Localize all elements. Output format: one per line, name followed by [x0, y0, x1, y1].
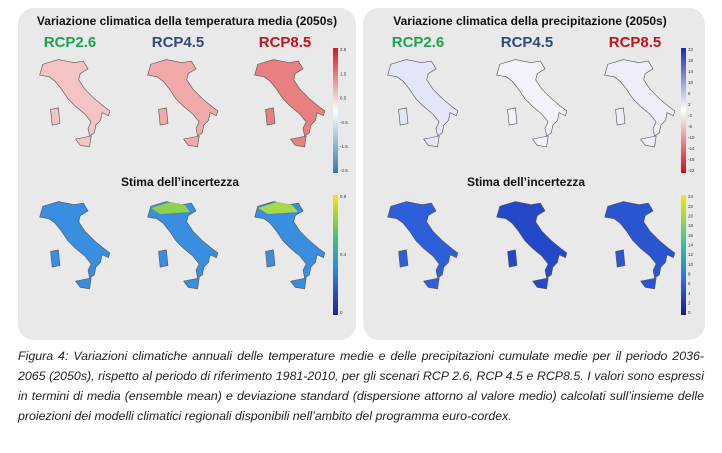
scenario: RCP2.6 [392, 34, 445, 51]
colorbar-tick-label: 2.5 [340, 47, 347, 52]
panel-title: Variazione climatica della precipitazion… [393, 14, 666, 28]
colorbar-tick-label: -18 [688, 157, 695, 162]
colorbar-tick-label: 6 [688, 91, 691, 96]
colorbar-tick-label: 8 [688, 272, 691, 277]
colorbar-tick-label: -10 [688, 135, 695, 140]
colorbar [681, 195, 686, 315]
colorbar-tick-label: 10 [688, 262, 694, 267]
colorbar-tick-label: 0.5 [340, 96, 347, 101]
scenario: RCP8.5 [259, 34, 312, 51]
colorbar-tick-label: 22 [688, 47, 694, 52]
colorbar [333, 48, 338, 173]
subtitle: Stima dell’incertezza [467, 175, 585, 189]
colorbar-tick-label: -0.5 [340, 120, 348, 125]
colorbar-tick-label: 2 [688, 102, 691, 107]
colorbar-tick-label: 20 [688, 214, 694, 219]
colorbar-tick-label: -2.5 [340, 168, 348, 173]
colorbar-tick-label: 1.5 [340, 71, 347, 76]
colorbar-tick-label: -2 [688, 113, 692, 118]
colorbar-tick-label: 0 [688, 310, 691, 315]
colorbar-tick-label: -22 [688, 168, 695, 173]
panel [18, 8, 356, 340]
panel [363, 8, 705, 340]
panel-title: Variazione climatica della temperatura m… [37, 14, 337, 28]
colorbar-tick-label: -1.5 [340, 144, 348, 149]
scenario: RCP8.5 [609, 34, 662, 51]
colorbar-tick-label: 0.4 [340, 252, 347, 257]
colorbar-tick-label: 18 [688, 58, 694, 63]
colorbar [333, 195, 338, 315]
colorbar-tick-label: 22 [688, 204, 694, 209]
colorbar-tick-label: 6 [688, 281, 691, 286]
scenario: RCP2.6 [44, 34, 97, 51]
colorbar-tick-label: 0 [340, 310, 343, 315]
colorbar-tick-label: 2 [688, 301, 691, 306]
colorbar-tick-label: 18 [688, 223, 694, 228]
colorbar-tick-label: 16 [688, 233, 694, 238]
colorbar-ticks: 2.5 1.5 0.5 -0.5 -1.5 -2.5 0.9 0.4 0 22 18 14 10 6 2 -2… [340, 47, 695, 315]
colorbar-tick-label: -14 [688, 146, 695, 151]
map-highlight [258, 202, 298, 214]
subtitle: Stima dell’incertezza [121, 175, 239, 189]
colorbar-tick-label: 0.9 [340, 194, 347, 199]
colorbar-tick-label: 12 [688, 252, 694, 257]
colorbar-tick-label: 14 [688, 69, 694, 74]
map-highlight [151, 202, 190, 214]
colorbar-tick-label: 4 [688, 291, 691, 296]
colorbar-tick-label: 10 [688, 80, 694, 85]
colorbar-tick-label: -6 [688, 124, 692, 129]
colorbar [681, 48, 686, 173]
colorbar-tick-label: 14 [688, 243, 694, 248]
colorbar-tick-label: 24 [688, 194, 694, 199]
figure: Variazione climatica della temperatura m… [18, 8, 705, 340]
scenario: RCP4.5 [152, 34, 205, 51]
scenario: RCP4.5 [501, 34, 554, 51]
caption: Figura 4: Variazioni climatiche annuali … [18, 349, 704, 423]
